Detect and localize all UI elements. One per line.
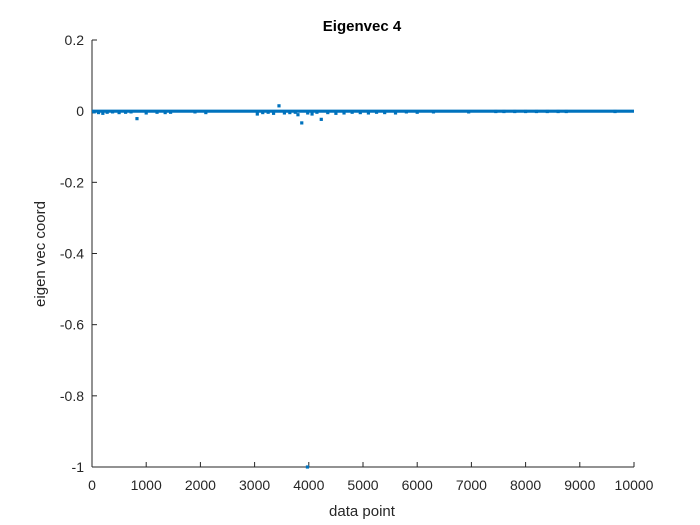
data-point bbox=[305, 465, 310, 469]
y-tick-label: -0.8 bbox=[60, 388, 84, 404]
data-point bbox=[404, 110, 408, 114]
data-point bbox=[342, 111, 346, 115]
data-point bbox=[534, 109, 539, 114]
data-point bbox=[415, 110, 419, 114]
data-point bbox=[277, 104, 281, 108]
data-point bbox=[467, 110, 471, 114]
x-tick-label: 8000 bbox=[510, 477, 541, 493]
data-point bbox=[334, 111, 338, 115]
data-point bbox=[315, 110, 319, 114]
data-point bbox=[124, 110, 128, 114]
data-point bbox=[383, 110, 387, 115]
y-tick-label: 0 bbox=[76, 103, 84, 119]
data-point bbox=[613, 109, 617, 114]
x-tick-label: 2000 bbox=[185, 477, 216, 493]
data-point bbox=[163, 110, 167, 115]
data-point bbox=[300, 121, 304, 125]
data-point bbox=[135, 117, 139, 121]
data-point bbox=[564, 109, 568, 114]
data-point bbox=[144, 111, 148, 115]
x-tick-label: 4000 bbox=[293, 477, 324, 493]
y-tick-label: -0.2 bbox=[60, 174, 84, 190]
data-point bbox=[282, 111, 287, 115]
data-point bbox=[513, 109, 517, 114]
data-point bbox=[502, 109, 506, 114]
data-point bbox=[326, 110, 330, 115]
chart-title: Eigenvec 4 bbox=[323, 18, 402, 35]
data-point bbox=[204, 110, 208, 115]
y-axis-label: eigen vec coord bbox=[32, 201, 49, 307]
data-point bbox=[271, 111, 276, 115]
x-tick-label: 1000 bbox=[131, 477, 162, 493]
data-point bbox=[494, 109, 498, 114]
x-tick-label: 7000 bbox=[456, 477, 487, 493]
data-layer bbox=[92, 104, 634, 469]
data-point bbox=[524, 109, 528, 114]
y-tick-label: -0.4 bbox=[60, 246, 84, 262]
data-point bbox=[101, 111, 105, 115]
data-point bbox=[545, 109, 549, 114]
y-tick-label: 0.2 bbox=[65, 32, 85, 48]
data-point bbox=[117, 110, 121, 115]
data-point bbox=[110, 110, 115, 114]
data-point bbox=[358, 110, 362, 115]
data-point bbox=[306, 111, 310, 115]
x-axis-label: data point bbox=[329, 503, 396, 520]
x-tick-label: 10000 bbox=[615, 477, 654, 493]
data-point bbox=[266, 110, 270, 114]
data-point bbox=[350, 110, 354, 114]
data-point bbox=[366, 111, 371, 115]
y-tick-label: -0.6 bbox=[60, 317, 84, 333]
data-point bbox=[293, 110, 297, 114]
x-tick-label: 9000 bbox=[564, 477, 595, 493]
data-point bbox=[168, 110, 173, 114]
data-point bbox=[310, 112, 314, 116]
data-point bbox=[96, 110, 101, 115]
data-point bbox=[255, 112, 259, 116]
data-point bbox=[296, 113, 300, 117]
data-point bbox=[193, 110, 197, 114]
x-tick-label: 0 bbox=[88, 477, 96, 493]
tick-labels: 0 1000 2000 3000 4000 5000 6000 7000 8000 9000 100… bbox=[60, 32, 654, 493]
x-tick-label: 3000 bbox=[239, 477, 270, 493]
data-point bbox=[431, 110, 436, 114]
data-point bbox=[129, 110, 133, 114]
data-point bbox=[92, 110, 96, 114]
y-tick-label: -1 bbox=[72, 459, 85, 475]
data-point bbox=[319, 117, 323, 121]
data-point bbox=[261, 110, 265, 115]
data-point bbox=[155, 110, 159, 114]
data-point bbox=[288, 110, 292, 115]
x-tick-label: 5000 bbox=[347, 477, 378, 493]
data-point bbox=[556, 109, 560, 114]
data-point bbox=[374, 110, 379, 114]
data-point bbox=[105, 110, 109, 114]
data-point bbox=[393, 111, 398, 115]
x-tick-label: 6000 bbox=[402, 477, 433, 493]
